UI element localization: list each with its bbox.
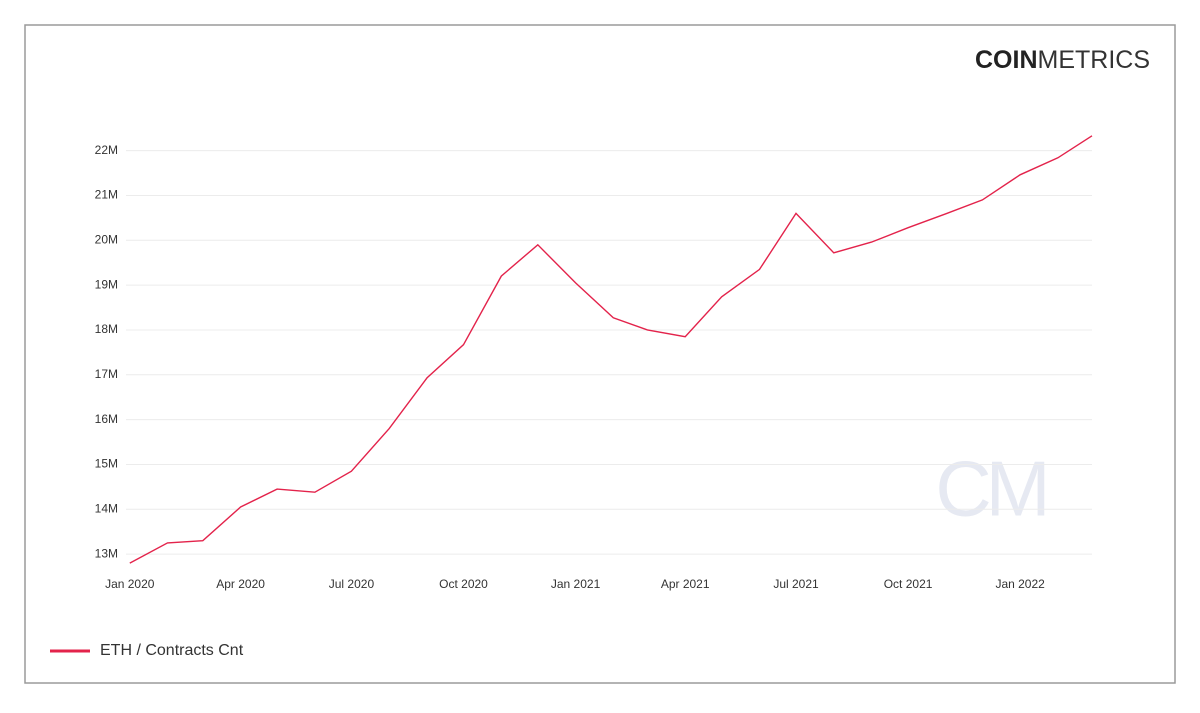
y-tick-label: 13M [95, 546, 118, 560]
x-tick-label: Jul 2020 [329, 577, 375, 591]
y-tick-label: 15M [95, 457, 118, 471]
x-tick-label: Apr 2020 [216, 577, 265, 591]
x-tick-label: Oct 2020 [439, 577, 488, 591]
y-tick-label: 20M [95, 232, 118, 246]
x-tick-label: Jul 2021 [773, 577, 819, 591]
y-tick-label: 21M [95, 188, 118, 202]
y-tick-label: 14M [95, 501, 118, 515]
x-tick-label: Oct 2021 [884, 577, 933, 591]
logo-bold: COIN [975, 46, 1038, 74]
frame [24, 24, 1176, 684]
logo-light: METRICS [1038, 46, 1151, 74]
x-tick-label: Jan 2022 [995, 577, 1045, 591]
y-tick-label: 18M [95, 322, 118, 336]
y-tick-label: 22M [95, 143, 118, 157]
data-line [129, 135, 1093, 564]
x-tick-label: Jan 2021 [551, 577, 601, 591]
legend-label: ETH / Contracts Cnt [100, 642, 244, 659]
watermark: CM [935, 445, 1044, 533]
plot: 13M 14M 15M 16M 17M 18M 19M 20M 21M 22M Jan 2020 Ap… [95, 135, 1093, 591]
y-tick-label: 19M [95, 277, 118, 291]
logo: COINMETRICS [975, 46, 1150, 74]
x-tick-label: Apr 2021 [661, 577, 710, 591]
x-tick-label: Jan 2020 [105, 577, 155, 591]
y-tick-label: 16M [95, 412, 118, 426]
y-tick-label: 17M [95, 367, 118, 381]
